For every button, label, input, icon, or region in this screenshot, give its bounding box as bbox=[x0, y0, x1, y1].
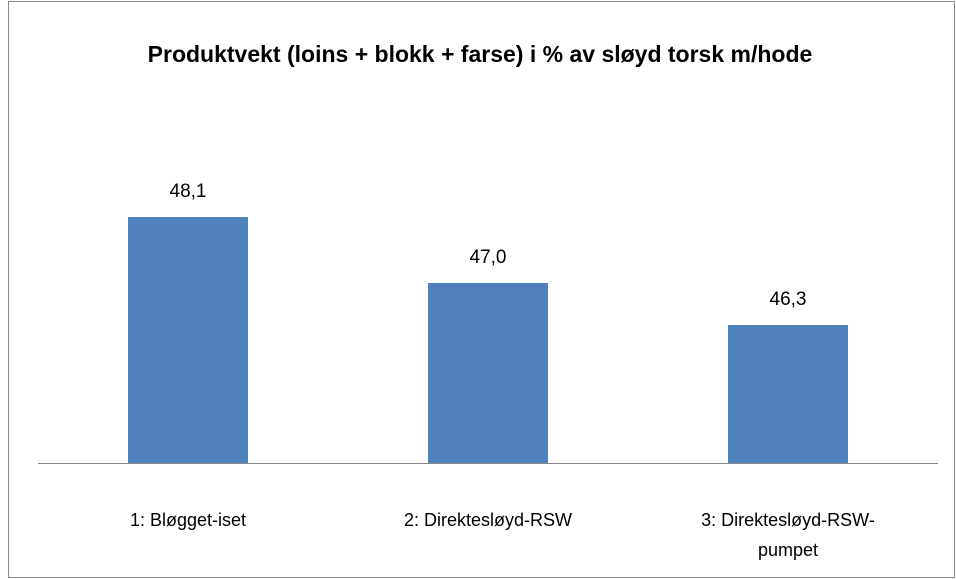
chart-title: Produktvekt (loins + blokk + farse) i % … bbox=[147, 41, 813, 67]
chart-frame bbox=[8, 1, 955, 578]
value-label: 48,1 bbox=[169, 181, 207, 202]
bar bbox=[128, 217, 248, 463]
x-tick-label: 1: Bløgget-iset bbox=[129, 510, 247, 530]
x-tick-label: 2: Direktesløyd-RSW bbox=[403, 510, 573, 530]
value-label: 47,0 bbox=[469, 247, 507, 268]
bar bbox=[728, 325, 848, 463]
value-label: 46,3 bbox=[769, 289, 807, 310]
bar bbox=[428, 283, 548, 463]
x-tick-label: 3: Direktesløyd-RSW-pumpet bbox=[701, 510, 875, 560]
